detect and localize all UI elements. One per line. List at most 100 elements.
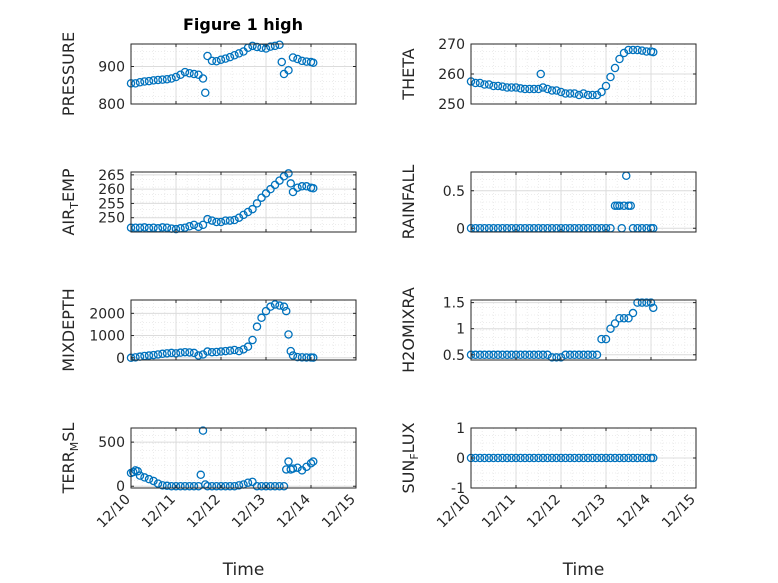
data-point [266,42,275,51]
data-point [610,319,620,328]
data-point [279,172,289,181]
data-point [624,45,633,55]
data-point [176,481,185,491]
y-tick-label: 250 [98,211,125,227]
data-point [239,210,248,220]
data-point [601,81,611,91]
data-point [128,467,138,477]
subplot-theta: 250 260 270 THETA [399,37,697,113]
data-point [230,345,239,355]
y-axis-label: TERRMSL [59,423,81,495]
data-point [615,201,624,210]
y-axis-label: AIRTEMP [59,168,81,235]
data-point [489,350,498,360]
figure-title: Figure 1 high [183,15,303,34]
data-point [230,51,239,60]
data-point [153,479,163,488]
data-point [498,453,507,463]
data-point [261,189,271,198]
data-point [135,78,145,87]
data-point [511,453,521,463]
data-point [561,350,570,360]
data-point [633,45,642,55]
data-point [270,41,280,51]
data-point [279,481,289,491]
data-point [286,179,295,188]
x-tick-label: 12/10 [434,492,474,532]
data-point [516,84,525,93]
data-point [293,463,302,472]
y-tick-label: 1000 [89,329,125,345]
data-point [489,453,498,463]
data-point [588,453,597,463]
data-point [185,348,194,357]
data-point [207,216,217,225]
data-point [480,80,489,89]
data-point [583,90,593,100]
data-point [284,330,293,339]
x-tick-label: 12/12 [524,492,564,532]
axes-box [130,171,357,233]
data-point [475,78,485,88]
data-point [234,346,244,356]
axes-box [130,43,357,105]
data-point [561,89,570,98]
data-point [284,169,293,178]
data-point [158,223,167,232]
data-point [248,204,257,214]
data-point [266,302,275,311]
data-point [284,457,293,466]
data-point [628,308,638,318]
data-point [216,55,226,65]
data-point [579,89,588,98]
x-axis-label: Time [222,560,265,580]
data-point [484,453,494,463]
data-point [520,453,530,463]
data-point [606,72,615,82]
data-point [180,347,190,357]
data-point [221,54,230,63]
data-point [234,481,244,490]
data-point [606,453,615,463]
data-point [185,69,194,78]
data-point [574,350,584,360]
data-point [270,180,280,190]
x-tick-label: 12/11 [139,492,179,532]
x-tick-label: 12/14 [274,491,314,531]
data-point [176,348,185,357]
data-point [624,314,633,323]
data-point [203,347,212,356]
x-tick-label: 12/13 [229,492,269,532]
data-point [162,75,172,84]
y-axis-label: PRESSURE [59,32,78,116]
data-point [507,83,516,92]
y-axis-label: RAINFALL [399,165,418,240]
data-point [176,70,185,80]
data-point [198,74,208,83]
x-tick-label: 12/10 [94,492,134,532]
data-point [502,83,512,92]
data-point [149,476,158,486]
data-point [180,481,190,491]
data-point [498,350,507,360]
data-point [628,453,638,463]
data-point [516,453,525,463]
y-tick-label: 2000 [89,306,125,322]
y-tick-label: 1 [456,421,465,437]
data-point [288,464,298,473]
x-tick-label: 12/15 [319,492,359,532]
y-tick-label: 250 [438,97,465,113]
data-point [270,481,280,491]
y-tick-label: 0.5 [443,184,465,200]
data-point [297,353,307,362]
data-point [230,215,239,225]
data-point [520,84,530,94]
data-point [221,216,230,225]
data-point [194,351,203,360]
y-tick-label: 800 [98,97,125,113]
y-tick-label: 260 [438,67,465,83]
data-point [261,481,271,491]
data-point [185,481,194,491]
